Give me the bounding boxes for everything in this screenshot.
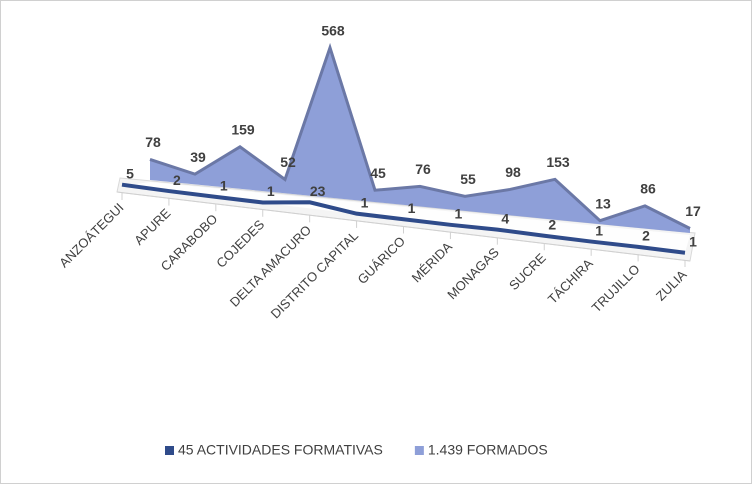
legend-swatch <box>165 446 174 455</box>
value-label: 568 <box>321 22 345 38</box>
area <box>150 47 690 233</box>
value-label: 4 <box>501 210 509 226</box>
value-label: 86 <box>640 181 656 197</box>
value-label: 2 <box>548 216 556 232</box>
value-label: 1 <box>595 222 603 238</box>
value-label: 1 <box>408 200 416 216</box>
line <box>121 182 686 255</box>
value-label: 1 <box>220 178 228 194</box>
value-label: 2 <box>173 172 181 188</box>
value-label: 1 <box>361 194 369 210</box>
value-label: 45 <box>370 165 386 181</box>
value-label: 76 <box>415 161 431 177</box>
value-label: 153 <box>546 154 570 170</box>
value-label: 78 <box>145 134 161 150</box>
value-label: 1 <box>267 183 275 199</box>
legend-swatch <box>414 446 424 455</box>
legend-label: 1.439 FORMADOS <box>428 442 548 458</box>
value-label: 1 <box>455 206 463 222</box>
value-label: 55 <box>460 171 476 187</box>
value-label: 98 <box>505 164 521 180</box>
value-label: 1 <box>689 233 697 249</box>
value-label: 23 <box>310 183 326 199</box>
value-label: 5 <box>126 165 134 181</box>
value-label: 39 <box>190 149 206 165</box>
value-label: 17 <box>685 203 701 219</box>
value-label: 52 <box>280 154 296 170</box>
value-label: 13 <box>595 195 611 211</box>
legend-label: 45 ACTIVIDADES FORMATIVAS <box>178 442 383 458</box>
value-label: 2 <box>642 228 650 244</box>
area-edge <box>149 42 691 230</box>
value-label: 159 <box>231 122 255 138</box>
